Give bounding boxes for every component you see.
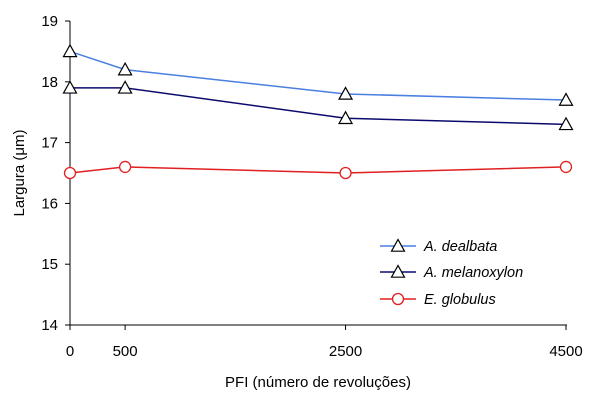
- y-tick-label: 15: [41, 256, 58, 273]
- y-ticks: 14 15 16 17 18 19: [41, 13, 70, 334]
- legend-marker: [391, 292, 405, 306]
- x-tick-label: 500: [113, 343, 138, 360]
- y-axis-label-mu: μ: [11, 147, 28, 156]
- x-tick-label: 4500: [549, 343, 582, 360]
- legend-label: A. dealbata: [423, 239, 497, 255]
- x-axis-label: PFI (número de revoluções): [225, 374, 411, 391]
- y-tick-label: 16: [41, 195, 58, 212]
- series-2: [63, 160, 573, 180]
- data-point: [62, 43, 78, 58]
- y-axis-label-end: m): [11, 129, 28, 147]
- y-axis-label-main: Largura (: [11, 156, 28, 217]
- x-ticks: 0 500 2500 4500: [66, 325, 583, 360]
- data-point: [559, 160, 573, 174]
- data-point: [63, 166, 77, 180]
- x-tick-label: 2500: [329, 343, 362, 360]
- series-1: [62, 80, 574, 131]
- data-point: [338, 86, 354, 100]
- data-point: [117, 80, 133, 94]
- y-tick-label: 18: [41, 74, 58, 91]
- series-line: [69, 166, 567, 174]
- y-tick-label: 19: [41, 13, 58, 30]
- data-point: [558, 92, 574, 106]
- legend: A. dealbata A. melanoxylon E. globulus: [380, 238, 523, 308]
- series-line: [69, 50, 567, 101]
- data-point: [338, 110, 354, 125]
- data-point: [118, 160, 132, 174]
- y-axis-label: Largura (μm): [11, 129, 28, 216]
- series-0: [62, 43, 574, 106]
- legend-label: A. melanoxylon: [423, 265, 523, 281]
- legend-marker: [390, 264, 406, 278]
- data-point: [117, 61, 133, 76]
- data-point: [339, 166, 352, 180]
- data-point: [62, 80, 78, 94]
- legend-marker: [390, 238, 406, 252]
- x-tick-label: 0: [66, 343, 74, 360]
- data-point: [558, 116, 574, 131]
- y-tick-label: 14: [41, 317, 58, 334]
- y-tick-label: 17: [41, 135, 58, 152]
- legend-label: E. globulus: [424, 292, 496, 308]
- series-layer: [62, 43, 574, 180]
- series-line: [70, 87, 567, 126]
